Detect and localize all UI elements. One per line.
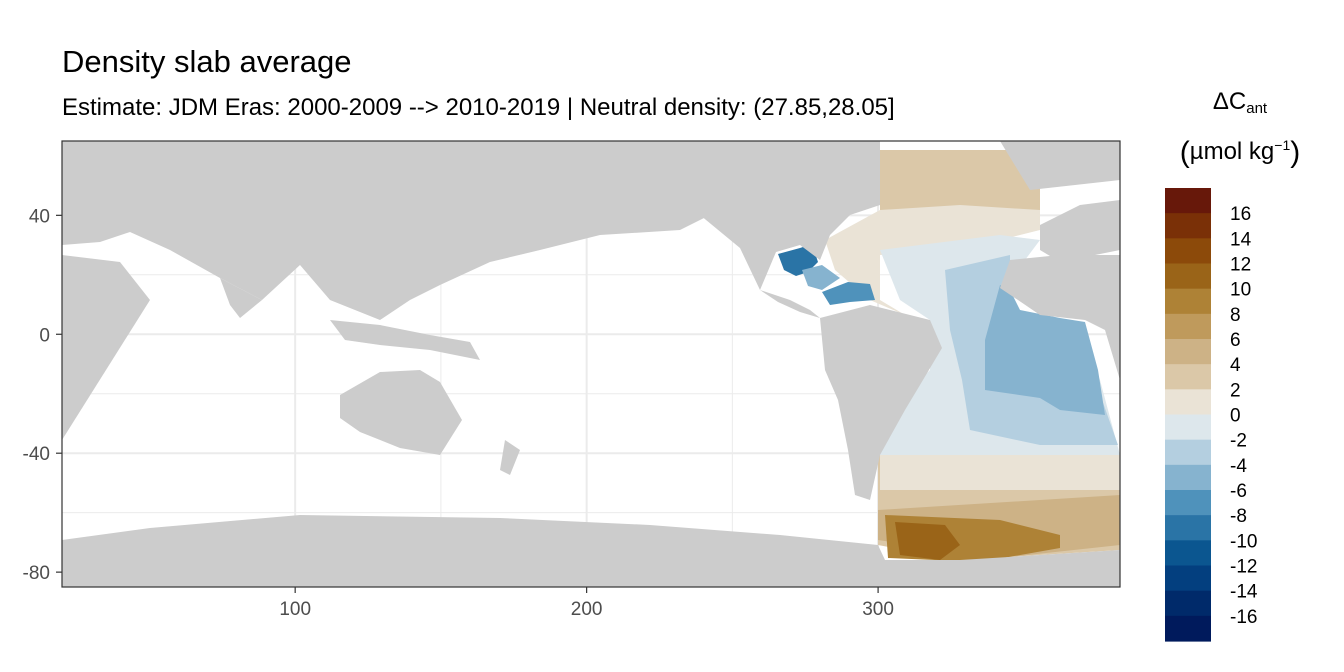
south-america [820, 305, 942, 500]
colorbar-tick-label: 2 [1230, 380, 1241, 401]
colorbar-swatch [1165, 515, 1211, 541]
colorbar-tick-label: -6 [1230, 481, 1247, 502]
colorbar-swatch [1165, 188, 1211, 214]
colorbar-tick-label: -12 [1230, 557, 1257, 578]
y-tick-label: 0 [39, 325, 50, 346]
colorbar-tick-label: -16 [1230, 607, 1257, 628]
legend-unit-superscript: −1 [1274, 137, 1291, 153]
antarctica [62, 515, 1120, 587]
colorbar-tick-label: 6 [1230, 330, 1241, 351]
legend-unit: (µmol kg−1) [1160, 136, 1320, 170]
colorbar-swatch [1165, 364, 1211, 390]
gulf-of-mexico-dark [778, 244, 818, 276]
map-panel-border [61, 140, 1121, 588]
north-atlantic-light [825, 205, 1040, 315]
colorbar-tick-label: 12 [1230, 255, 1251, 276]
colorbar-tick-label: 0 [1230, 406, 1241, 427]
colorbar-swatch [1165, 540, 1211, 567]
indonesia [330, 320, 480, 360]
colorbar-swatch [1165, 339, 1211, 365]
caribbean-light [802, 265, 840, 290]
colorbar-tick-label: 14 [1230, 229, 1252, 250]
colorbar-swatch [1165, 263, 1211, 290]
map-title: Density slab average [62, 44, 352, 79]
colorbar-tick-label: -10 [1230, 531, 1257, 552]
colorbar-swatch [1165, 313, 1211, 340]
legend-unit-open: ( [1179, 136, 1190, 169]
x-tick-label: 100 [279, 599, 311, 620]
colorbar-tick-label: -2 [1230, 431, 1247, 452]
y-tick-label: -40 [23, 444, 50, 465]
greenland [1000, 141, 1120, 190]
y-tick-label: 40 [29, 206, 50, 227]
colorbar-swatch [1165, 389, 1211, 416]
map-subtitle: Estimate: JDM Eras: 2000-2009 --> 2010-2… [62, 94, 895, 121]
asia-landmass [62, 141, 720, 320]
colorbar-tick-label: -8 [1230, 506, 1247, 527]
colorbar-tick-label: 4 [1230, 355, 1241, 376]
colorbar-tick-label: 10 [1230, 280, 1251, 301]
colorbar-tick-label: 8 [1230, 305, 1241, 326]
colorbar-tick-label: -4 [1230, 456, 1247, 477]
angola-basin-blue [985, 285, 1105, 415]
colorbar-swatch [1165, 288, 1211, 315]
legend-title-subscript: ant [1246, 100, 1268, 117]
legend-unit-close: ) [1290, 136, 1301, 169]
colorbar-tick-label: -14 [1230, 582, 1258, 603]
colorbar-swatch [1165, 490, 1211, 516]
x-tick-label: 200 [571, 599, 603, 620]
ocean-field [778, 150, 1120, 562]
y-tick-label: -80 [23, 563, 50, 584]
colorbar-swatch [1165, 439, 1211, 466]
colorbar-swatch [1165, 565, 1211, 592]
southern-ocean-light-band [880, 455, 1120, 490]
legend-title-symbol: ΔC [1212, 88, 1247, 115]
caribbean-mid [822, 282, 875, 305]
europe [1040, 200, 1120, 262]
colorbar-swatch [1165, 590, 1211, 617]
colorbar: 16 14 12 10 8 6 4 2 0 -2 -4 -6 -8 -10 -12 -14 -16 [1165, 188, 1258, 642]
colorbar-swatch [1165, 615, 1211, 642]
colorbar-swatch [1165, 464, 1211, 491]
colorbar-swatch [1165, 414, 1211, 441]
weddell-sea-peak [895, 522, 960, 560]
new-zealand [500, 440, 520, 475]
land [62, 141, 1120, 587]
legend-unit-text: µmol kg [1189, 138, 1275, 165]
australia [340, 370, 462, 455]
africa [1000, 255, 1120, 380]
india [220, 278, 262, 318]
arabia-africa-east [62, 255, 150, 440]
central-america [760, 290, 820, 318]
north-america [640, 141, 880, 290]
colorbar-swatch [1165, 213, 1211, 239]
colorbar-tick-label: 16 [1230, 204, 1251, 225]
colorbar-swatch [1165, 238, 1211, 265]
legend-title: ΔCant [1160, 88, 1320, 117]
x-tick-label: 300 [862, 599, 894, 620]
